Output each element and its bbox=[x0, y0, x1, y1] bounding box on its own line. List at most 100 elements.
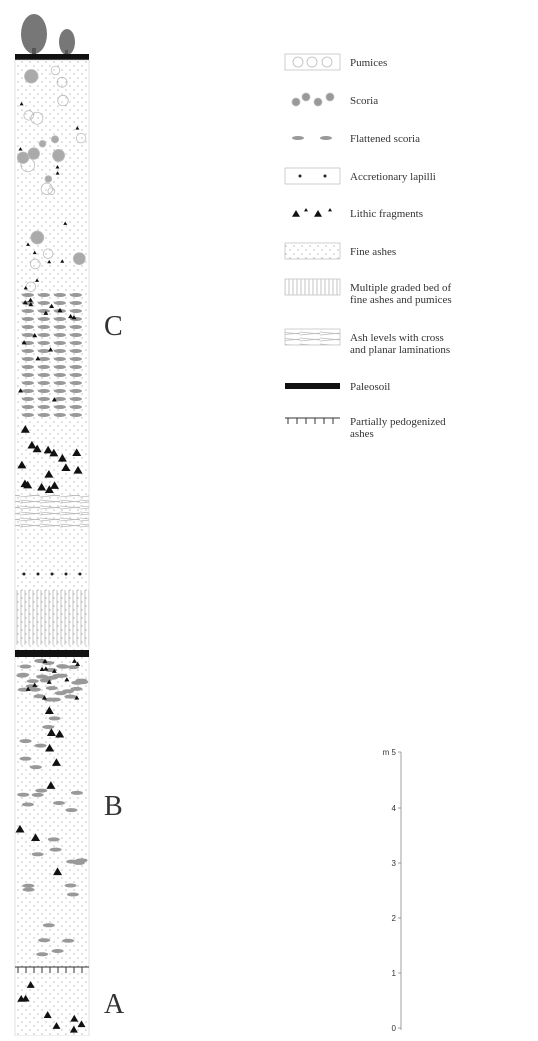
legend-symbol bbox=[285, 418, 340, 424]
flattened-scoria bbox=[38, 373, 50, 377]
flattened-scoria bbox=[70, 365, 82, 369]
lithic bbox=[292, 210, 300, 217]
flattened-scoria bbox=[38, 301, 50, 305]
flattened-scoria bbox=[22, 325, 34, 329]
flattened-scoria bbox=[49, 716, 61, 720]
legend-label: and planar laminations bbox=[350, 344, 450, 356]
flattened-scoria bbox=[16, 674, 28, 678]
lam-fill bbox=[285, 329, 340, 345]
accretionary-lapilli bbox=[51, 573, 54, 576]
flattened-scoria bbox=[38, 938, 50, 942]
flattened-scoria bbox=[38, 381, 50, 385]
flattened-scoria bbox=[54, 413, 66, 417]
scale-label: 3 bbox=[392, 859, 397, 868]
legend-label: Partially pedogenized bbox=[350, 416, 446, 428]
paleosoil-sym bbox=[285, 383, 340, 389]
flattened-scoria bbox=[54, 301, 66, 305]
flattened-scoria bbox=[38, 365, 50, 369]
scoria bbox=[31, 231, 44, 244]
scoria bbox=[314, 98, 322, 106]
flattened-scoria bbox=[70, 413, 82, 417]
flattened-scoria bbox=[292, 136, 304, 140]
flattened-scoria bbox=[20, 739, 32, 743]
scale-label: m 5 bbox=[383, 748, 397, 757]
scoria bbox=[17, 152, 28, 163]
scoria bbox=[73, 253, 85, 265]
flattened-scoria bbox=[54, 317, 66, 321]
unit-label: B bbox=[104, 791, 123, 822]
legend-label: Scoria bbox=[350, 95, 378, 107]
legend-symbol bbox=[285, 279, 340, 295]
flattened-scoria bbox=[70, 309, 82, 313]
flattened-scoria bbox=[54, 333, 66, 337]
flattened-scoria bbox=[38, 397, 50, 401]
flattened-scoria bbox=[22, 293, 34, 297]
flattened-scoria bbox=[22, 389, 34, 393]
flattened-scoria bbox=[22, 373, 34, 377]
flattened-scoria bbox=[19, 665, 31, 669]
scoria bbox=[326, 93, 334, 101]
flattened-scoria bbox=[70, 397, 82, 401]
scale-label: 2 bbox=[392, 914, 397, 923]
flattened-scoria bbox=[65, 808, 77, 812]
laminated-ash bbox=[15, 495, 89, 530]
legend-label: Flattened scoria bbox=[350, 133, 420, 145]
flattened-scoria bbox=[22, 884, 34, 888]
flattened-scoria bbox=[32, 793, 44, 797]
legend-symbol bbox=[292, 136, 332, 140]
scale-label: 0 bbox=[392, 1024, 397, 1033]
flattened-scoria bbox=[38, 309, 50, 313]
flattened-scoria bbox=[36, 675, 48, 679]
flattened-scoria bbox=[38, 357, 50, 361]
flattened-scoria bbox=[70, 293, 82, 297]
scoria bbox=[25, 70, 39, 84]
flattened-scoria bbox=[22, 365, 34, 369]
accretionary-lapilli bbox=[79, 573, 82, 576]
flattened-scoria bbox=[30, 765, 42, 769]
flattened-scoria bbox=[62, 939, 74, 943]
scoria bbox=[302, 93, 310, 101]
flattened-scoria bbox=[50, 848, 62, 852]
flattened-scoria bbox=[22, 317, 34, 321]
scoria bbox=[28, 148, 39, 159]
flattened-scoria bbox=[54, 373, 66, 377]
flattened-scoria bbox=[70, 333, 82, 337]
flattened-scoria bbox=[22, 803, 34, 807]
flattened-scoria bbox=[66, 860, 78, 864]
unit-label: A bbox=[104, 989, 125, 1020]
paleosoil-top bbox=[15, 54, 89, 60]
flattened-scoria bbox=[70, 341, 82, 345]
flattened-scoria bbox=[38, 405, 50, 409]
legend-symbol bbox=[292, 93, 334, 106]
flattened-scoria bbox=[38, 317, 50, 321]
unit-label: C bbox=[104, 311, 123, 342]
scoria bbox=[292, 98, 300, 106]
flattened-scoria bbox=[22, 413, 34, 417]
legend-symbol bbox=[285, 329, 340, 345]
flattened-scoria bbox=[320, 136, 332, 140]
legend-box bbox=[285, 168, 340, 184]
scale-label: 1 bbox=[392, 969, 397, 978]
flattened-scoria bbox=[29, 688, 41, 692]
flattened-scoria bbox=[38, 325, 50, 329]
flattened-scoria bbox=[35, 789, 47, 793]
flattened-scoria bbox=[22, 309, 34, 313]
legend-label: Accretionary lapilli bbox=[350, 171, 436, 183]
legend-label: Ash levels with cross bbox=[350, 332, 444, 344]
lithic bbox=[304, 208, 308, 211]
flattened-scoria bbox=[70, 349, 82, 353]
flattened-scoria bbox=[43, 923, 55, 927]
flattened-scoria bbox=[67, 893, 79, 897]
flattened-scoria bbox=[46, 686, 58, 690]
flattened-scoria bbox=[54, 325, 66, 329]
flattened-scoria bbox=[54, 381, 66, 385]
flattened-scoria bbox=[38, 341, 50, 345]
flattened-scoria bbox=[71, 791, 83, 795]
legend-label: Paleosoil bbox=[350, 381, 390, 393]
flattened-scoria bbox=[70, 373, 82, 377]
flattened-scoria bbox=[53, 801, 65, 805]
legend-symbol bbox=[285, 54, 340, 70]
flattened-scoria bbox=[22, 349, 34, 353]
legend-label: Lithic fragments bbox=[350, 208, 423, 220]
flattened-scoria bbox=[36, 952, 48, 956]
